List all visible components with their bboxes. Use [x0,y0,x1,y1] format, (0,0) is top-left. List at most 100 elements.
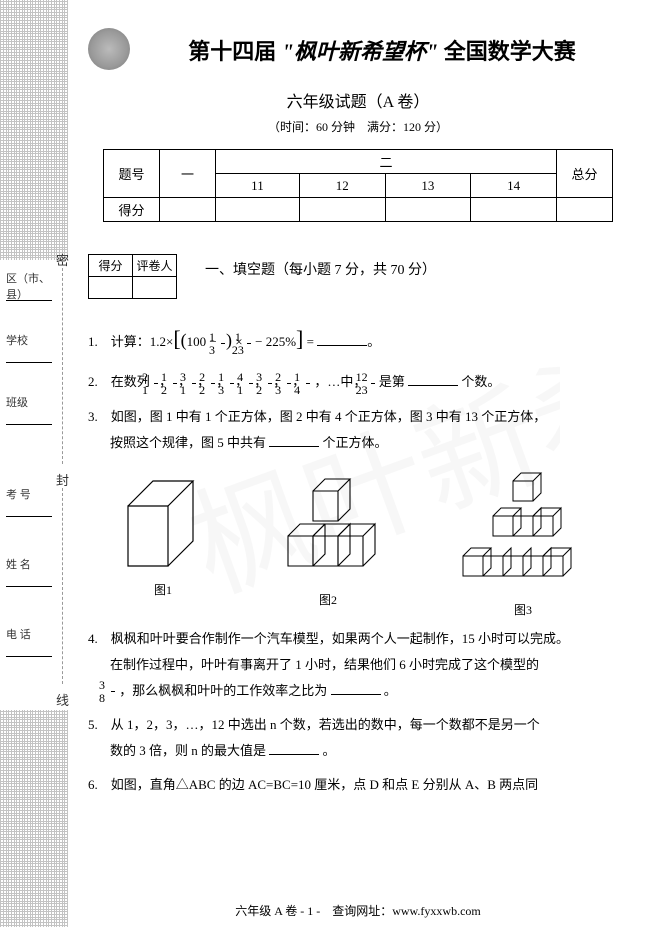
q4-frac: 38 [111,679,115,704]
section1-title: 一、填空题（每小题 7 分，共 70 分） [205,259,436,279]
q4-line1: 4. 枫枫和叶叶要合作制作一个汽车模型，如果两个人一起制作，15 小时可以完成。 [88,631,569,646]
q1-prefix: 1. 计算：1.2× [88,334,173,349]
q2-sequence: 21，12，31，22，13，41，32，23，14 [153,374,311,389]
title-prefix: 第十四届 [188,39,276,64]
sidebar-examno-line [6,516,52,517]
sidebar-name-line [6,586,52,587]
title-script: "枫叶新希望杯" [282,39,438,64]
q5-blank [269,741,319,755]
score-col-two-header: 二 [216,150,557,174]
questions-block: 1. 计算：1.2×[(100 − 13) × 123 − 225%] = 。 … [88,317,628,798]
cube1-svg [108,466,218,576]
q4-blank [331,681,381,695]
q3-blank [269,433,319,447]
q2-frac: 32 [268,371,272,396]
q2-frac: 12 [173,371,177,396]
subtitle: 六年级试题（A 卷） [88,88,628,112]
page-title: 第十四届 "枫叶新希望杯" 全国数学大赛 [136,34,628,66]
question-5: 5. 从 1，2，3，…，12 中选出 n 个数，若选出的数中，每一个数都不是另… [88,712,628,764]
q2-target: 1223 [371,371,375,396]
q5-line2: 数的 3 倍，则 n 的最大值是 [110,743,266,758]
score-blank-1 [160,198,216,222]
sidebar-region-line [6,300,52,301]
q2-end: 个数。 [461,374,500,389]
q4-tail: ，那么枫枫和叶叶的工作效率之比为 [119,683,327,698]
question-2: 2. 在数列 21，12，31，22，13，41，32，23，14 ，…中， 1… [88,369,628,396]
score-col-14: 14 [471,174,557,198]
decorative-border-top [0,0,68,260]
sidebar-phone-label: 电 话 [6,626,62,642]
title-suffix: 全国数学大赛 [444,39,576,64]
q4-end: 。 [384,683,397,698]
cube-fig-1: 图1 [108,466,218,622]
q3-end: 个正方体。 [323,435,388,450]
q5-line1: 5. 从 1，2，3，…，12 中选出 n 个数，若选出的数中，每一个数都不是另… [88,717,540,732]
q2-tail: 是第 [379,374,405,389]
q1-blank [317,332,367,346]
question-3: 3. 如图，图 1 中有 1 个正方体，图 2 中有 4 个正方体，图 3 中有… [88,404,628,456]
score-col-11: 11 [216,174,300,198]
score-col-13: 13 [385,174,471,198]
mini-score: 得分 [89,255,133,277]
score-table: 题号 一 二 总分 11 12 13 14 得分 [103,149,613,222]
fig3-label: 图3 [514,603,532,617]
mini-grader: 评卷人 [133,255,177,277]
q3-line1: 3. 如图，图 1 中有 1 个正方体，图 2 中有 4 个正方体，图 3 中有… [88,409,546,424]
mini-blank-1 [89,277,133,299]
score-row-defen: 得分 [104,198,160,222]
q2-frac: 41 [249,371,253,396]
footer-text: 六年级 A 卷 - 1 - 查询网址：www.fyxxwb.com [235,904,481,918]
q5-end: 。 [323,743,336,758]
sidebar-class-label: 班级 [6,394,62,410]
cube-fig-3: 图3 [438,466,608,622]
q6-line1: 6. 如图，直角△ABC 的边 AC=BC=10 厘米，点 D 和点 E 分别从… [88,777,538,792]
sidebar-examno-label: 考 号 [6,486,62,502]
q2-blank [408,372,458,386]
q1-eq: = [303,334,317,349]
seal-line-2 [62,488,63,684]
score-blank-5 [471,198,557,222]
binding-sidebar: 密 封 线 区（市、县） 学校 班级 考 号 姓 名 电 话 [0,260,72,710]
q1-tail: − 225% [255,334,296,349]
cube2-svg [258,466,398,586]
score-col-12: 12 [299,174,385,198]
question-4: 4. 枫枫和叶叶要合作制作一个汽车模型，如果两个人一起制作，15 小时可以完成。… [88,626,628,705]
mini-blank-2 [133,277,177,299]
decorative-border-bottom [0,710,68,927]
sidebar-school-line [6,362,52,363]
score-header-tihao: 题号 [104,150,160,198]
score-blank-4 [385,198,471,222]
q1-frac1: 13 [221,331,225,356]
score-blank-6 [557,198,613,222]
section-row: 得分 评卷人 一、填空题（每小题 7 分，共 70 分） [88,238,628,299]
seal-char-mi: 密 [56,250,69,269]
q3-line2: 按照这个规律，图 5 中共有 [110,435,266,450]
meta-line: （时间：60 分钟 满分：120 分） [88,118,628,135]
q2-frac: 21 [154,371,158,396]
fig1-label: 图1 [154,583,172,597]
fig2-label: 图2 [319,593,337,607]
q2-frac: 13 [230,371,234,396]
score-blank-2 [216,198,300,222]
q1-frac2: 123 [247,331,251,356]
score-total: 总分 [557,150,613,198]
cube3-svg [438,466,608,596]
sidebar-school-label: 学校 [6,332,62,348]
q2-frac: 23 [287,371,291,396]
q2-prefix: 2. 在数列 [88,374,150,389]
sidebar-phone-line [6,656,52,657]
score-col-one: 一 [160,150,216,198]
score-blank-3 [299,198,385,222]
main-content: 第十四届 "枫叶新希望杯" 全国数学大赛 六年级试题（A 卷） （时间：60 分… [78,0,638,927]
cube-figures-row: 图1 图2 [88,466,628,622]
seal-line-1 [62,268,63,464]
q2-frac: 14 [306,371,310,396]
sidebar-region-label: 区（市、县） [6,270,62,302]
q4-line2: 在制作过程中，叶叶有事离开了 1 小时，结果他们 6 小时完成了这个模型的 [110,657,539,672]
cube-fig-2: 图2 [258,466,398,622]
question-6: 6. 如图，直角△ABC 的边 AC=BC=10 厘米，点 D 和点 E 分别从… [88,772,628,798]
seal-char-xian: 线 [56,690,69,709]
sidebar-class-line [6,424,52,425]
page-footer: 六年级 A 卷 - 1 - 查询网址：www.fyxxwb.com [78,902,638,919]
q2-frac: 31 [192,371,196,396]
